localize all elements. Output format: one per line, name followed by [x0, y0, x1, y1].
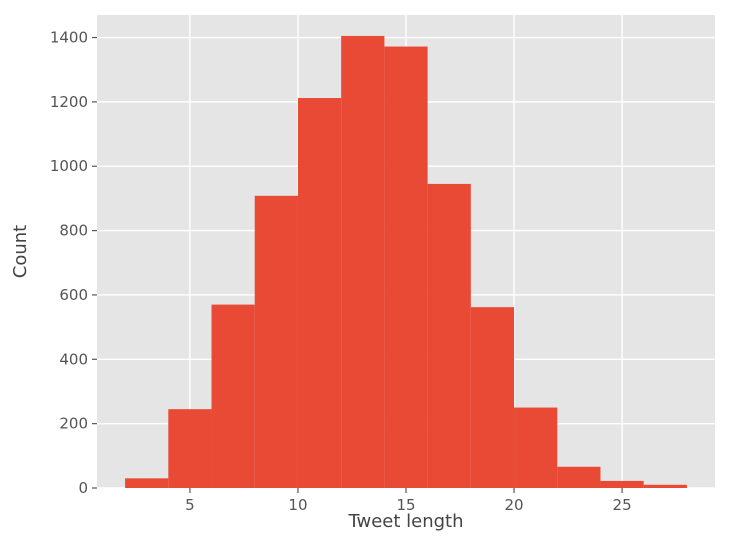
y-tick-label: 800 [59, 222, 88, 240]
y-tick-label: 1400 [50, 29, 88, 47]
histogram-bar [557, 466, 601, 488]
histogram-bar [600, 480, 644, 488]
x-tick-label: 20 [504, 496, 523, 514]
histogram-bar [514, 407, 558, 488]
histogram-bar [470, 307, 515, 488]
histogram-bar [341, 35, 385, 488]
y-tick-label: 1000 [50, 157, 88, 175]
y-tick-label: 1200 [50, 93, 88, 111]
histogram-bar [384, 46, 428, 489]
y-tick-label: 0 [78, 479, 88, 497]
y-tick-label: 200 [59, 415, 88, 433]
y-tick-label: 600 [59, 286, 88, 304]
histogram-bar [254, 195, 298, 488]
y-axis-label: Count [10, 225, 31, 278]
x-tick-label: 5 [185, 496, 195, 514]
histogram-bars [125, 35, 687, 489]
y-axis-ticks: 0 200 400 600 800 1000 1200 1400 [50, 29, 97, 497]
histogram-bar [211, 304, 255, 488]
x-axis-ticks: 5 10 15 20 25 [185, 488, 632, 514]
x-tick-label: 25 [613, 496, 632, 514]
histogram-bar [643, 484, 687, 488]
histogram-bar [168, 409, 212, 488]
histogram-bar [297, 98, 342, 488]
x-tick-label: 15 [396, 496, 415, 514]
x-axis-label: Tweet length [347, 511, 463, 532]
histogram-bar [125, 478, 169, 488]
y-tick-label: 400 [59, 350, 88, 368]
histogram-bar [427, 183, 471, 488]
x-tick-label: 10 [288, 496, 307, 514]
